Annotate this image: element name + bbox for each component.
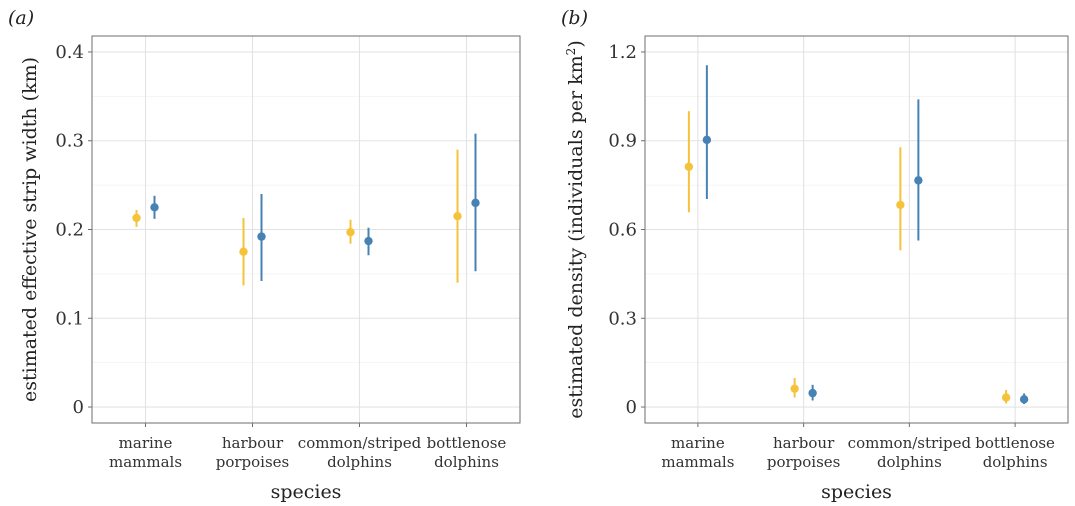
x-tick-label-line: common/striped [298, 434, 422, 452]
x-tick-label: harbour porpoises [216, 434, 290, 471]
data-point [1019, 395, 1029, 404]
data-point [914, 176, 923, 185]
data-point [684, 162, 694, 171]
data-point [150, 203, 159, 212]
y-axis-title-main: estimated effective strip width (km) [19, 57, 41, 402]
x-tick-label-line: marine [119, 434, 173, 452]
y-tick-label: 0.3 [55, 131, 84, 152]
y-tick-label: 0.6 [608, 220, 637, 241]
panel-label: (b) [561, 7, 588, 29]
y-axis-title: estimated effective strip width (km) [19, 57, 41, 402]
data-point [364, 236, 373, 246]
y-tick-label: 0.9 [608, 131, 637, 152]
x-tick-label-line: harbour [222, 434, 284, 452]
x-tick-label-line: mammals [661, 453, 734, 471]
y-tick-label: 0.2 [55, 220, 84, 241]
x-tick-label-line: dolphins [434, 453, 499, 471]
y-tick-label: 0 [626, 397, 637, 418]
y-axis-title-main: estimated density (individuals per km [565, 55, 587, 418]
x-axis-title: species [271, 481, 342, 503]
x-tick-label-line: porpoises [767, 453, 841, 471]
x-tick-label: marine mammals [109, 434, 182, 471]
x-tick-label: common/striped dolphins [848, 434, 972, 471]
x-tick-label: common/striped dolphins [298, 434, 422, 471]
x-tick-label: harbour porpoises [767, 434, 841, 471]
data-point [346, 227, 355, 237]
y-axis-title-tail: ) [565, 40, 587, 47]
y-tick-label: 0.4 [55, 42, 84, 63]
data-point [702, 135, 712, 145]
x-tick-label-line: harbour [773, 434, 835, 452]
data-point [453, 211, 462, 221]
data-point [808, 388, 817, 398]
x-tick-label-line: marine [671, 434, 725, 452]
x-tick-label-line: dolphins [983, 453, 1048, 471]
x-tick-label-line: mammals [109, 453, 182, 471]
x-tick-label: marine mammals [661, 434, 734, 471]
data-point [896, 200, 905, 210]
x-tick-label-line: common/striped [848, 434, 972, 452]
x-axis-title: species [821, 481, 892, 503]
y-tick-label: 0 [73, 397, 84, 418]
chart-panel-b: 0 0.3 0.6 0.9 1.2 marine mammals harbour porpois… [561, 7, 1069, 503]
data-point [1001, 393, 1011, 402]
y-axis-title-superscript: 2 [564, 48, 578, 56]
data-point [471, 198, 480, 208]
y-axis-title: estimated density (individuals per km2) [564, 40, 587, 419]
x-tick-label: bottlenose dolphins [975, 434, 1055, 471]
x-tick-label-line: dolphins [327, 453, 392, 471]
data-point [239, 247, 248, 256]
x-tick-label-line: bottlenose [975, 434, 1055, 452]
x-tick-label-line: dolphins [877, 453, 942, 471]
data-point [132, 213, 141, 223]
x-tick-label-line: porpoises [216, 453, 290, 471]
data-point [257, 232, 266, 241]
x-tick-label-line: bottlenose [427, 434, 507, 452]
y-tick-label: 0.1 [55, 308, 84, 329]
chart-panel-a: 0 0.1 0.2 0.3 0.4 marine mammals harbour porpois… [8, 7, 521, 503]
y-tick-label: 1.2 [608, 42, 637, 63]
panel-label: (a) [8, 7, 34, 29]
y-tick-label: 0.3 [608, 308, 637, 329]
x-tick-label: bottlenose dolphins [427, 434, 507, 471]
data-point [790, 384, 799, 393]
